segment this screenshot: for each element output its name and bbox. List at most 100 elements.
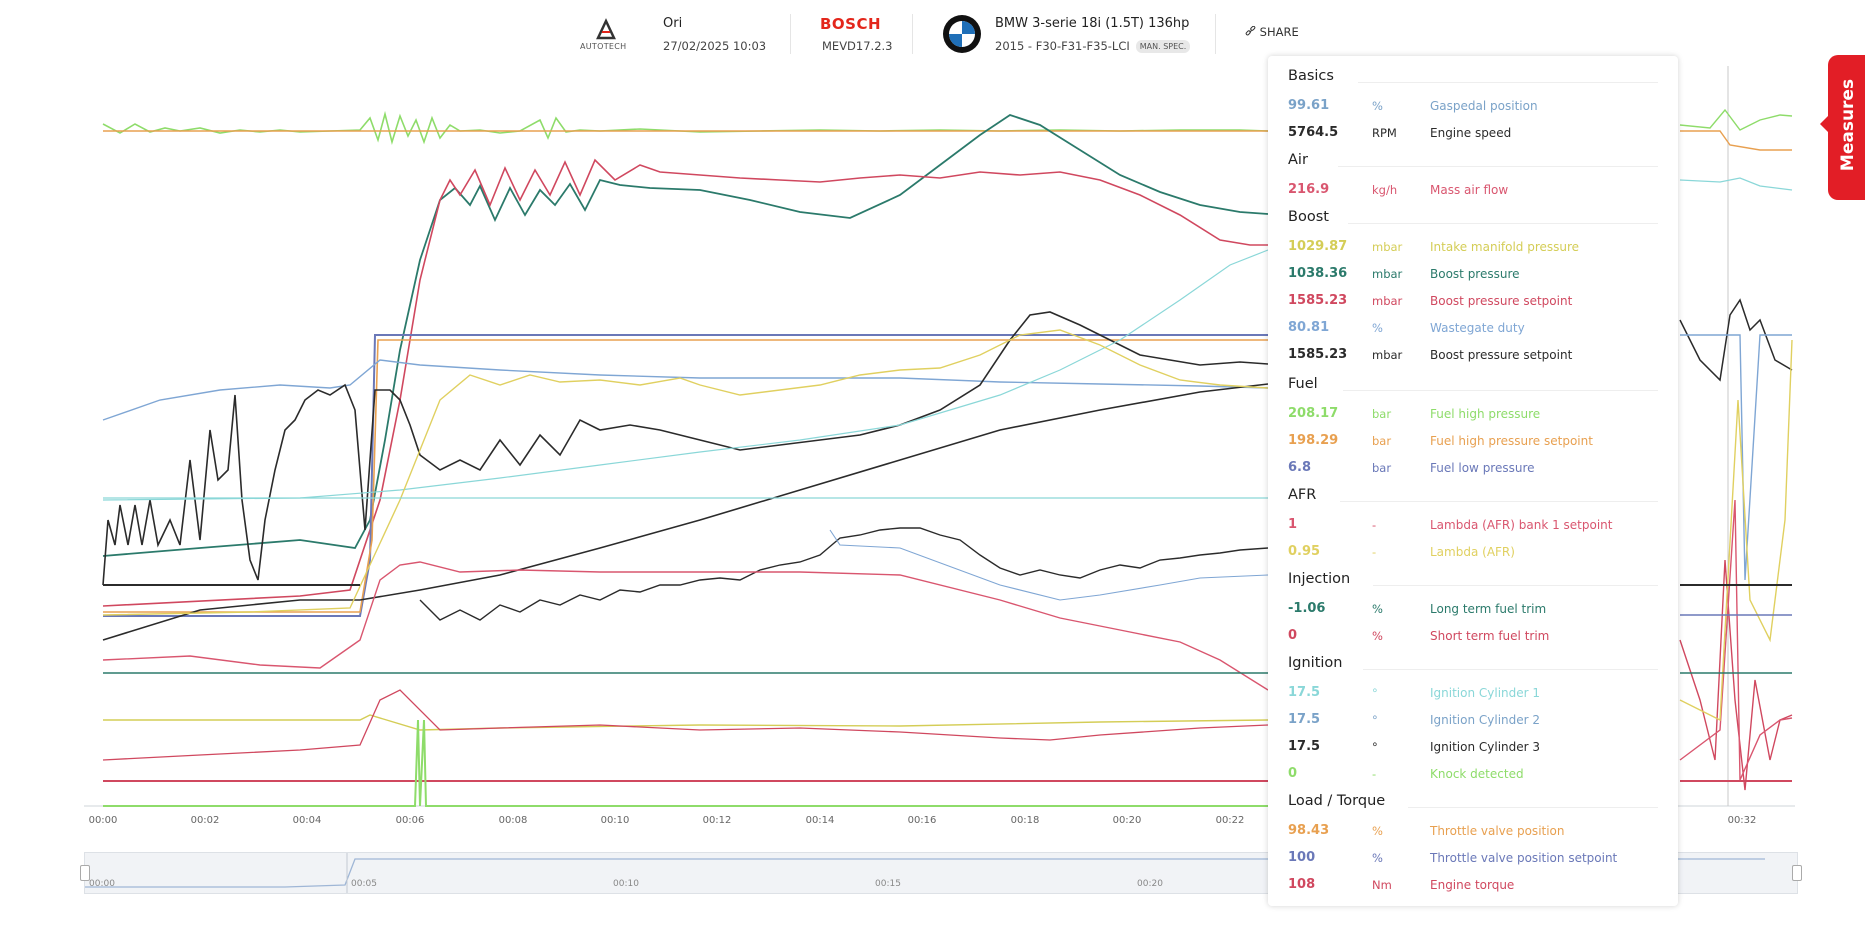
share-button[interactable]: SHARE [1245,25,1299,39]
measure-name: Lambda (AFR) [1430,545,1515,559]
measure-value: 6.8 [1288,460,1312,475]
measure-row[interactable]: 216.9 kg/h Mass air flow [1288,180,1668,200]
measure-value: 17.5 [1288,685,1321,700]
measure-name: Long term fuel trim [1430,602,1547,616]
measure-value: 208.17 [1288,406,1339,421]
measure-unit: % [1372,321,1383,335]
measures-panel[interactable]: Basics 99.61 % Gaspedal position 5764.5 … [1268,56,1678,906]
measure-row[interactable]: 108 Nm Engine torque [1288,875,1668,895]
user-name: Ori [663,16,683,31]
measure-name: Boost pressure setpoint [1430,294,1573,308]
time-label: 00:08 [499,815,528,826]
log-chart-svg[interactable]: 00:00 00:02 00:04 00:06 00:08 00:10 00:1… [0,66,1865,826]
measure-row[interactable]: 99.61 % Gaspedal position [1288,96,1668,116]
measure-row[interactable]: -1.06 % Long term fuel trim [1288,599,1668,619]
measure-row[interactable]: 5764.5 RPM Engine speed [1288,123,1668,143]
measure-unit: % [1372,824,1383,838]
time-label: 00:16 [908,815,937,826]
time-label: 00:02 [191,815,220,826]
measure-row[interactable]: 1585.23 mbar Boost pressure setpoint [1288,345,1668,365]
measure-unit: bar [1372,461,1392,475]
group-title-ignition: Ignition [1288,655,1343,671]
series-right-yellow [1679,339,1793,722]
measure-unit: ° [1372,713,1378,727]
measure-name: Boost pressure [1430,267,1520,281]
measure-name: Short term fuel trim [1430,629,1550,643]
group-title-load-torque: Load / Torque [1288,793,1386,809]
measure-row[interactable]: 6.8 bar Fuel low pressure [1288,458,1668,478]
measure-unit: Nm [1372,878,1392,892]
overview-left-handle[interactable] [80,865,90,881]
divider [1373,585,1658,586]
time-label: 00:00 [89,815,118,826]
series-ignition-cylinder-3-lower [419,527,1269,621]
measure-row[interactable]: 208.17 bar Fuel high pressure [1288,404,1668,424]
autotech-logo: AUTOTECH [575,18,635,54]
measure-row[interactable]: 0 % Short term fuel trim [1288,626,1668,646]
measure-row[interactable]: 17.5 ° Ignition Cylinder 3 [1288,737,1668,757]
measure-unit: ° [1372,686,1378,700]
time-axis: 00:00 00:02 00:04 00:06 00:08 00:10 00:1… [89,815,1757,826]
measure-name: Ignition Cylinder 1 [1430,686,1541,700]
log-chart[interactable]: 00:00 00:02 00:04 00:06 00:08 00:10 00:1… [0,66,1865,826]
series-right-fuel [1679,108,1793,131]
measure-value: 198.29 [1288,433,1339,448]
measure-row[interactable]: 1029.87 mbar Intake manifold pressure [1288,237,1668,257]
measure-row[interactable]: 98.43 % Throttle valve position [1288,821,1668,841]
measure-unit: - [1372,518,1377,532]
measure-name: Lambda (AFR) bank 1 setpoint [1430,518,1613,532]
measure-value: 108 [1288,877,1316,892]
measure-unit: mbar [1372,267,1403,281]
measure-unit: % [1372,629,1383,643]
overview-time-label: 00:15 [875,879,901,889]
measure-row[interactable]: 1 - Lambda (AFR) bank 1 setpoint [1288,515,1668,535]
divider [912,14,913,54]
series-lambda [102,329,1269,616]
measure-row[interactable]: 0 - Knock detected [1288,764,1668,784]
series-boost-pressure [102,114,1269,557]
series-boost-setpoint [102,158,1268,607]
measure-unit: % [1372,602,1383,616]
overview-time-label: 00:00 [89,879,115,889]
header: AUTOTECH Ori 27/02/2025 10:03 BOSCH MEVD… [0,0,1865,66]
series-lambda-setpoint [102,689,1269,761]
spec-badge: MAN. SPEC. [1135,40,1191,53]
time-label: 00:10 [601,815,630,826]
overview-right-handle[interactable] [1792,865,1802,881]
time-label: 00:12 [703,815,732,826]
series-throttle-setpoint [103,334,1268,617]
divider [790,14,791,54]
measure-value: 1585.23 [1288,347,1348,362]
measure-unit: kg/h [1372,183,1398,197]
measure-value: 1 [1288,517,1298,532]
time-label: 00:20 [1113,815,1142,826]
measures-tab[interactable]: Measures [1820,55,1865,200]
measure-row[interactable]: 80.81 % Wastegate duty [1288,318,1668,338]
measure-value: 100 [1288,850,1316,865]
measures-tab-label: Measures [1838,78,1858,172]
series-mass-air-flow [102,561,1269,691]
measure-row[interactable]: 100 % Throttle valve position setpoint [1288,848,1668,868]
measure-value: 0 [1288,766,1298,781]
measure-row[interactable]: 0.95 - Lambda (AFR) [1288,542,1668,562]
share-label: SHARE [1259,25,1299,39]
measure-row[interactable]: 198.29 bar Fuel high pressure setpoint [1288,431,1668,451]
measure-row[interactable]: 1038.36 mbar Boost pressure [1288,264,1668,284]
bmw-logo-icon [943,15,981,53]
measure-row[interactable]: 17.5 ° Ignition Cylinder 1 [1288,683,1668,703]
time-label: 00:32 [1728,815,1757,826]
measure-unit: bar [1372,407,1392,421]
measure-value: 80.81 [1288,320,1330,335]
series-throttle-position [103,339,1268,613]
vehicle-title: BMW 3-serie 18i (1.5T) 136hp [995,16,1190,31]
series-right-cyan [1679,177,1793,191]
vehicle-generation: 2015 - F30-F31-F35-LCI [995,39,1130,53]
measure-unit: mbar [1372,294,1403,308]
measure-row[interactable]: 17.5 ° Ignition Cylinder 2 [1288,710,1668,730]
overview-svg [85,853,1765,893]
measure-unit: mbar [1372,240,1403,254]
measure-row[interactable]: 1585.23 mbar Boost pressure setpoint [1288,291,1668,311]
measure-unit: RPM [1372,126,1397,140]
series-wastegate-duty [102,359,1269,421]
divider [1340,501,1658,502]
